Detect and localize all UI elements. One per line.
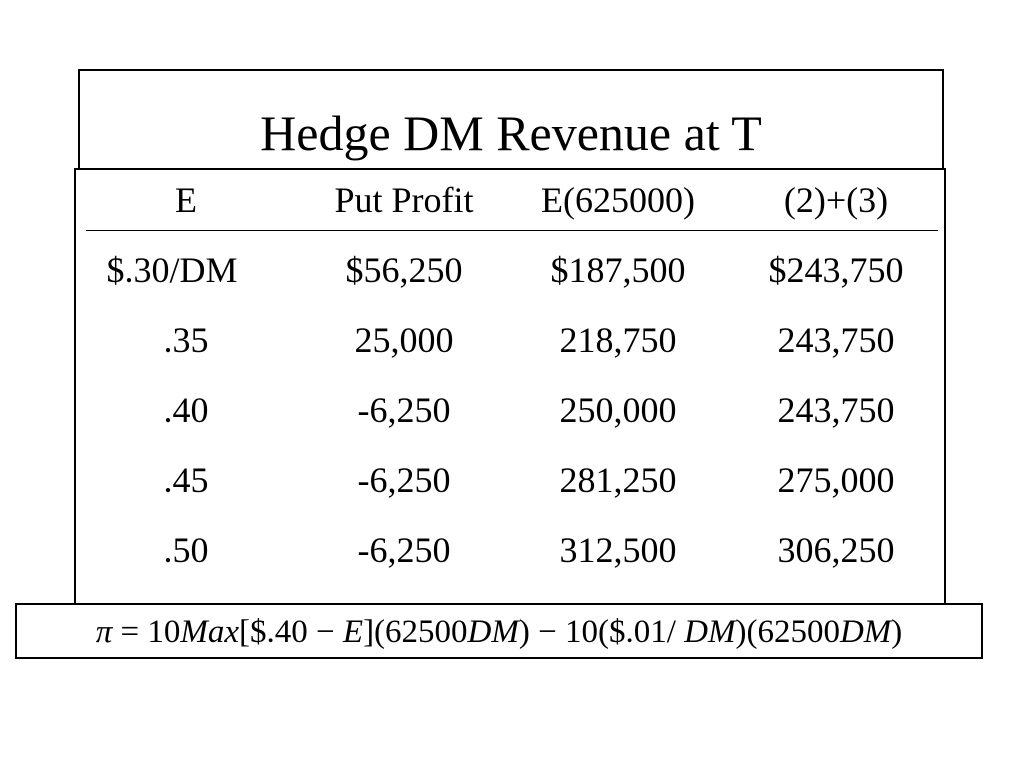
table-cell: $.30/DM xyxy=(106,250,238,290)
formula-part2: ](62500 xyxy=(363,614,468,650)
header-e-625000: E(625000) xyxy=(541,180,695,220)
header-sum: (2)+(3) xyxy=(783,180,889,220)
table-cell: 218,750 xyxy=(559,320,677,360)
table-cell: -6,250 xyxy=(357,530,451,570)
table-cell: .45 xyxy=(163,460,209,500)
table-cell: 275,000 xyxy=(777,460,895,500)
formula-e: E xyxy=(342,614,364,650)
slide-title: Hedge DM Revenue at T xyxy=(260,105,762,161)
table-cell: 250,000 xyxy=(559,390,677,430)
formula-part3: ) − 10($.01/ xyxy=(518,614,685,650)
formula-max: Max xyxy=(180,614,240,650)
table-cell: .50 xyxy=(163,530,209,570)
title-box: Hedge DM Revenue at T xyxy=(78,69,944,169)
table-cell: .40 xyxy=(163,390,209,430)
formula-dm3: DM xyxy=(839,614,892,650)
table-cell: $243,750 xyxy=(768,250,904,290)
formula-eq: = 10 xyxy=(112,614,181,650)
table-cell: 243,750 xyxy=(777,390,895,430)
table-cell: 312,500 xyxy=(559,530,677,570)
table-cell: -6,250 xyxy=(357,390,451,430)
table-cell: 281,250 xyxy=(559,460,677,500)
table-cell: 243,750 xyxy=(777,320,895,360)
table-cell: $56,250 xyxy=(345,250,463,290)
formula-part4: )(62500 xyxy=(735,614,840,650)
formula-dm1: DM xyxy=(467,614,519,650)
table-cell: 25,000 xyxy=(354,320,454,360)
header-put-profit: Put Profit xyxy=(334,180,474,220)
formula-dm2: DM xyxy=(684,614,736,650)
table-cell: $187,500 xyxy=(550,250,686,290)
formula-pi: π xyxy=(95,614,113,650)
data-table: E Put Profit E(625000) (2)+(3) $.30/DM $… xyxy=(74,168,946,608)
table-cell: .35 xyxy=(163,320,209,360)
header-divider xyxy=(86,230,938,231)
formula-part1: [$.40 − xyxy=(239,614,343,650)
header-e: E xyxy=(175,180,197,220)
profit-formula: π = 10Max[$.40 − E](62500DM) − 10($.01/ … xyxy=(17,611,981,653)
formula-box: π = 10Max[$.40 − E](62500DM) − 10($.01/ … xyxy=(15,603,983,659)
table-cell: -6,250 xyxy=(357,460,451,500)
table-cell: 306,250 xyxy=(777,530,895,570)
formula-part5: ) xyxy=(891,614,903,650)
